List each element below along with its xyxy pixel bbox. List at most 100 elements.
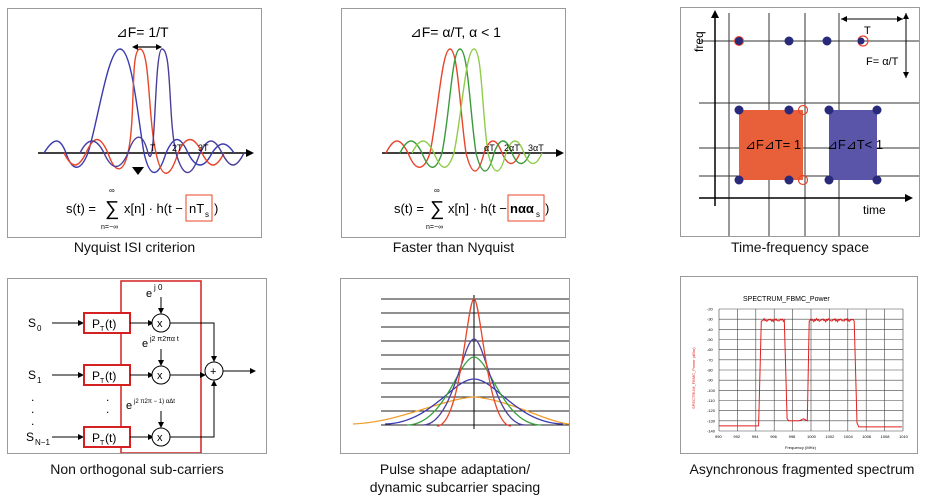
spectrum-x-tick: 1000 [807,434,817,439]
tick-2aT: 2αT [504,143,520,153]
pulse-shape-diagram [352,295,569,429]
pulse-orange-wide [352,396,569,425]
summer-label: + [210,366,216,378]
spectrum-y-tick: -20 [707,307,714,312]
sum-symbol: ∑ [430,198,444,220]
t-span-left-head [841,16,847,22]
spectrum-x-tick: 1002 [825,434,835,439]
spectrum-y-tick: -100 [707,388,716,393]
pulse-purple-right [79,48,245,174]
caption-pulse-line1: Pulse shape adaptation/ [379,461,531,477]
filter-dots: . [106,402,109,416]
formula-highlight-box [185,194,213,222]
input-s1: S [28,368,36,382]
spectrum-x-tick: 990 [715,434,722,439]
caption-ftn: Faster than Nyquist [392,239,515,255]
spectrum-y-tick: -130 [707,418,716,423]
caption-tf-space: Time-frequency space [731,239,869,255]
pulse-green [406,356,542,426]
grid-dot [822,36,832,46]
panel-spectrum-frame: SPECTRUM_FBMC_Power 990 992 994 996 998 1000 1… [680,276,918,454]
pulse-light-green [411,48,543,172]
tf-box-orthogonal [739,110,803,180]
grid-dot [824,105,834,115]
spectrum-y-tick: -70 [707,357,714,362]
panel-spectrum: SPECTRUM_FBMC_Power 990 992 994 996 998 1000 1… [668,272,936,500]
multiplier-label: x [157,318,163,330]
caption-pulse-line2: dynamic subcarrier spacing [369,479,541,495]
f-span-bottom-head [903,72,909,78]
spectrum-xlabel: Frequency (MHz) [785,445,817,450]
formula-boxed: nαα [510,201,534,216]
input-dots: . [31,390,34,404]
delta-f-label: ⊿F= 1/T [116,24,169,40]
exp-base: e [126,400,132,412]
input-dots: . [31,402,34,416]
pulse-red-center [63,48,225,174]
grid-dot [797,104,809,116]
arrow-head [78,372,84,378]
spectrum-trace [719,317,903,428]
delta-f-arrow-left-head [132,44,138,50]
arrow-head [148,320,154,326]
ftn-diagram: ⊿F= α/T, α < 1 αT 2αT 3αT s(t) = ∑ ∞ n=−… [382,24,564,231]
tick-2T: 2T [172,143,183,153]
exp-base: e [142,338,148,350]
spectrum-x-tick: 1008 [881,434,891,439]
pulse-blue-left [43,48,235,174]
spectrum-y-tick: -40 [707,327,714,332]
box1-label: ⊿F⊿T= 1 [745,137,801,152]
nyquist-diagram: ⊿F= 1/T T 2T 3T s(t) = ∑ ∞ n=−∞ x[n] · h… [38,24,254,231]
arrow-head [158,360,164,366]
filter-arg: (t) [105,431,116,445]
f-label: F= α/T [866,56,899,68]
filter-dots: . [106,390,109,404]
spectrum-y-tick: -140 [707,429,716,434]
time-label: time [863,203,886,217]
formula-boxed-sub: s [205,210,209,219]
grid-dot [872,175,882,185]
grid-dot [735,37,743,45]
spectrum-y-tick: -110 [707,398,715,403]
time-axis-arrow [905,194,913,202]
grid-dot [784,175,794,185]
input-sn-sub: N−1 [35,438,50,447]
input-s0: S [28,316,36,330]
subcarrier-diagram: S 0 S 1 S N−1 . . . P T (t) P T (t) [26,280,256,453]
formula-boxed: nT [189,201,204,216]
formula-close: ) [214,201,218,216]
arrow-head [211,380,217,386]
formula-highlight-box [507,194,545,222]
panel-pulse-frame [340,278,570,454]
grid-dot [734,105,744,115]
exp-base: e [146,288,152,300]
grid-dot [872,105,882,115]
sum-top: ∞ [109,186,115,195]
panel-ftn-frame: ⊿F= α/T, α < 1 αT 2αT 3αT s(t) = ∑ ∞ n=−… [341,8,566,238]
sum-symbol: ∑ [105,198,119,220]
formula-boxed-sub: s [536,210,540,219]
grid-dot [784,36,794,46]
tf-box-nonorthogonal [829,110,877,180]
spectrum-x-tick: 1004 [844,434,854,439]
center-marker-down [132,167,144,175]
filter-label: P [92,431,100,445]
grid-dot [734,175,744,185]
t-span-right-head [897,16,903,22]
panel-nyquist-frame: ⊿F= 1/T T 2T 3T s(t) = ∑ ∞ n=−∞ x[n] · h… [7,8,262,238]
formula-body: x[n] · h(t − [124,201,183,216]
filter-sub: T [100,440,105,447]
sum-bottom: n=−∞ [426,224,443,231]
spectrum-y-tick: -50 [707,337,714,342]
t-label: T [864,25,871,37]
spectrum-title: SPECTRUM_FBMC_Power [743,296,830,303]
spectrum-chart: SPECTRUM_FBMC_Power 990 992 994 996 998 1000 1… [691,296,909,450]
spectrum-y-tick: -120 [707,408,716,413]
spectrum-y-tick: -90 [707,378,714,383]
box2-label: ⊿F⊿T< 1 [827,137,883,152]
spectrum-x-tick: 996 [770,434,777,439]
tick-T: T [150,143,156,153]
pulse-purple [422,338,526,426]
arrow-head [158,422,164,428]
arrow-head [158,308,164,314]
